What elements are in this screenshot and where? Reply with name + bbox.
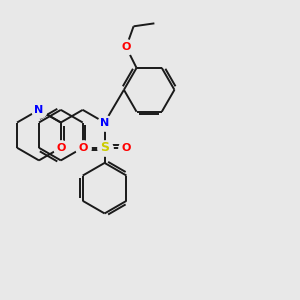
Text: O: O	[78, 143, 88, 153]
Text: S: S	[100, 141, 109, 154]
Text: N: N	[100, 118, 109, 128]
Text: O: O	[122, 42, 131, 52]
Text: O: O	[56, 143, 65, 153]
Text: N: N	[34, 105, 44, 115]
Text: O: O	[122, 143, 131, 153]
